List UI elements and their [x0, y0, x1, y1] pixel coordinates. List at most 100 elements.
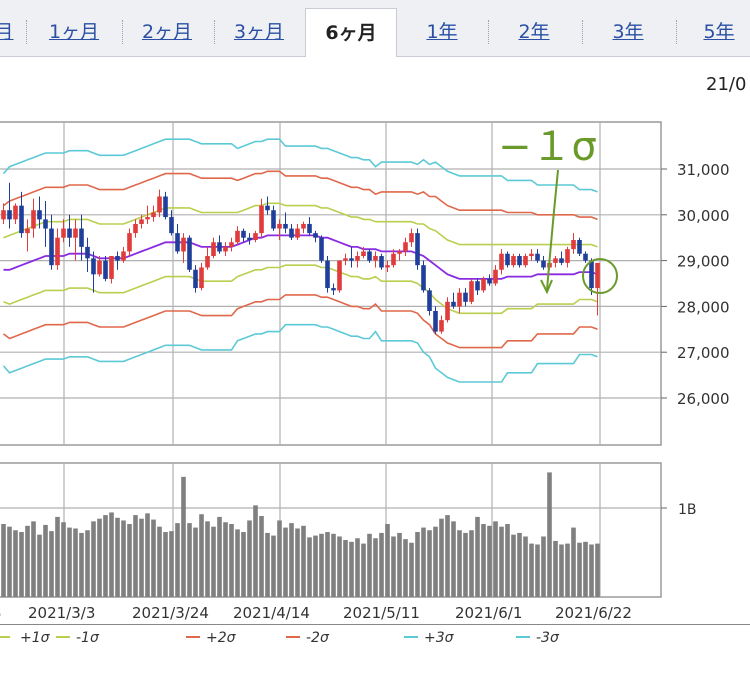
volume-bar — [325, 532, 330, 597]
candle-down — [103, 260, 108, 279]
volume-bar — [157, 526, 162, 597]
volume-bar — [595, 543, 600, 597]
candle-down — [79, 228, 84, 247]
candle-up — [121, 251, 126, 261]
volume-bar — [553, 540, 558, 597]
tab-1-month[interactable]: 1ヶ月 — [48, 21, 100, 43]
volume-bar — [529, 543, 534, 597]
volume-bar — [367, 533, 372, 597]
price-axis-tick-label: 27,000 — [677, 344, 730, 362]
volume-axis-tick-label: 1B — [678, 502, 697, 518]
candle-down — [169, 217, 174, 234]
volume-bar — [385, 524, 390, 597]
candle-up — [97, 260, 102, 275]
volume-bar — [133, 515, 138, 597]
candle-up — [181, 237, 186, 252]
tab-5-years[interactable]: 5年 — [703, 21, 735, 43]
tab-separator — [26, 20, 27, 44]
candle-up — [31, 210, 36, 229]
tab-3-months[interactable]: 3ヶ月 — [233, 21, 285, 43]
candle-down — [247, 237, 252, 240]
volume-bar — [295, 528, 300, 597]
volume-bar — [307, 537, 312, 597]
candle-up — [409, 233, 414, 243]
volume-bar — [319, 533, 324, 597]
volume-bar — [253, 505, 258, 597]
x-axis-tick-label: 2021/6/1 — [455, 604, 522, 622]
candle-down — [241, 230, 246, 238]
x-axis-tick-label: 2021/6/22 — [555, 604, 632, 622]
volume-bar — [217, 516, 222, 597]
volume-bar — [163, 532, 168, 597]
candle-up — [343, 258, 348, 261]
tab-6-months[interactable]: 6ヶ月 — [305, 8, 397, 57]
volume-bar — [61, 522, 66, 597]
candle-up — [73, 228, 78, 238]
tab-separator — [676, 20, 677, 44]
candle-up — [481, 278, 486, 291]
candle-down — [349, 258, 354, 261]
-2sigma-band-line — [3, 294, 598, 349]
volume-bar — [223, 522, 228, 597]
candle-down — [589, 260, 594, 289]
tab-2-years[interactable]: 2年 — [518, 21, 550, 43]
legend-label: +1σ — [20, 630, 51, 646]
candle-up — [259, 205, 264, 234]
volume-bar — [289, 523, 294, 597]
candle-down — [187, 237, 192, 270]
candle-down — [577, 239, 582, 254]
volume-bar — [355, 538, 360, 597]
volume-bar — [103, 515, 108, 597]
tab-1-year[interactable]: 1年 — [426, 21, 458, 43]
tab-3-years[interactable]: 3年 — [612, 21, 644, 43]
candle-down — [217, 242, 222, 252]
volume-bar — [271, 535, 276, 597]
candle-up — [223, 246, 228, 252]
volume-bar — [589, 544, 594, 597]
tab-2-months[interactable]: 2ヶ月 — [141, 21, 193, 43]
candle-up — [565, 249, 570, 263]
candle-down — [49, 228, 54, 266]
tab-partial[interactable]: 月 — [0, 21, 14, 43]
volume-bar — [475, 516, 480, 597]
candle-down — [541, 260, 546, 268]
volume-bar — [49, 531, 54, 597]
volume-bar — [439, 518, 444, 597]
volume-bar — [259, 516, 264, 597]
candle-down — [421, 265, 426, 291]
volume-bar — [13, 530, 18, 597]
volume-bar — [379, 532, 384, 597]
volume-bar — [91, 521, 96, 597]
candle-down — [91, 258, 96, 275]
candle-down — [43, 219, 48, 229]
volume-bar — [121, 520, 126, 597]
candle-up — [127, 233, 132, 252]
period-tab-bar: 月 1ヶ月 2ヶ月 3ヶ月 6ヶ月 1年 2年 3年 5年 — [0, 0, 750, 57]
candle-up — [445, 301, 450, 321]
volume-bar — [37, 534, 42, 597]
volume-bar — [415, 532, 420, 597]
volume-bar — [481, 524, 486, 597]
volume-bar — [19, 532, 24, 597]
candle-up — [391, 253, 396, 266]
annotation-arrow — [546, 169, 559, 291]
candle-up — [493, 269, 498, 284]
volume-bar — [535, 544, 540, 597]
annotation-circle — [582, 258, 618, 294]
candle-down — [535, 253, 540, 261]
candle-down — [115, 256, 120, 261]
tab-separator — [122, 20, 123, 44]
candle-down — [331, 288, 336, 291]
candle-up — [253, 233, 258, 240]
candle-down — [517, 256, 522, 266]
candle-up — [439, 320, 444, 332]
candle-down — [505, 253, 510, 266]
candle-down — [67, 228, 72, 238]
volume-bar — [577, 542, 582, 597]
candle-up — [133, 223, 138, 234]
x-axis-tick-label: 3 — [0, 604, 2, 622]
candle-up — [61, 228, 66, 238]
volume-bar — [247, 520, 252, 597]
price-axis-tick-label: 31,000 — [677, 161, 730, 179]
volume-bar — [451, 521, 456, 597]
